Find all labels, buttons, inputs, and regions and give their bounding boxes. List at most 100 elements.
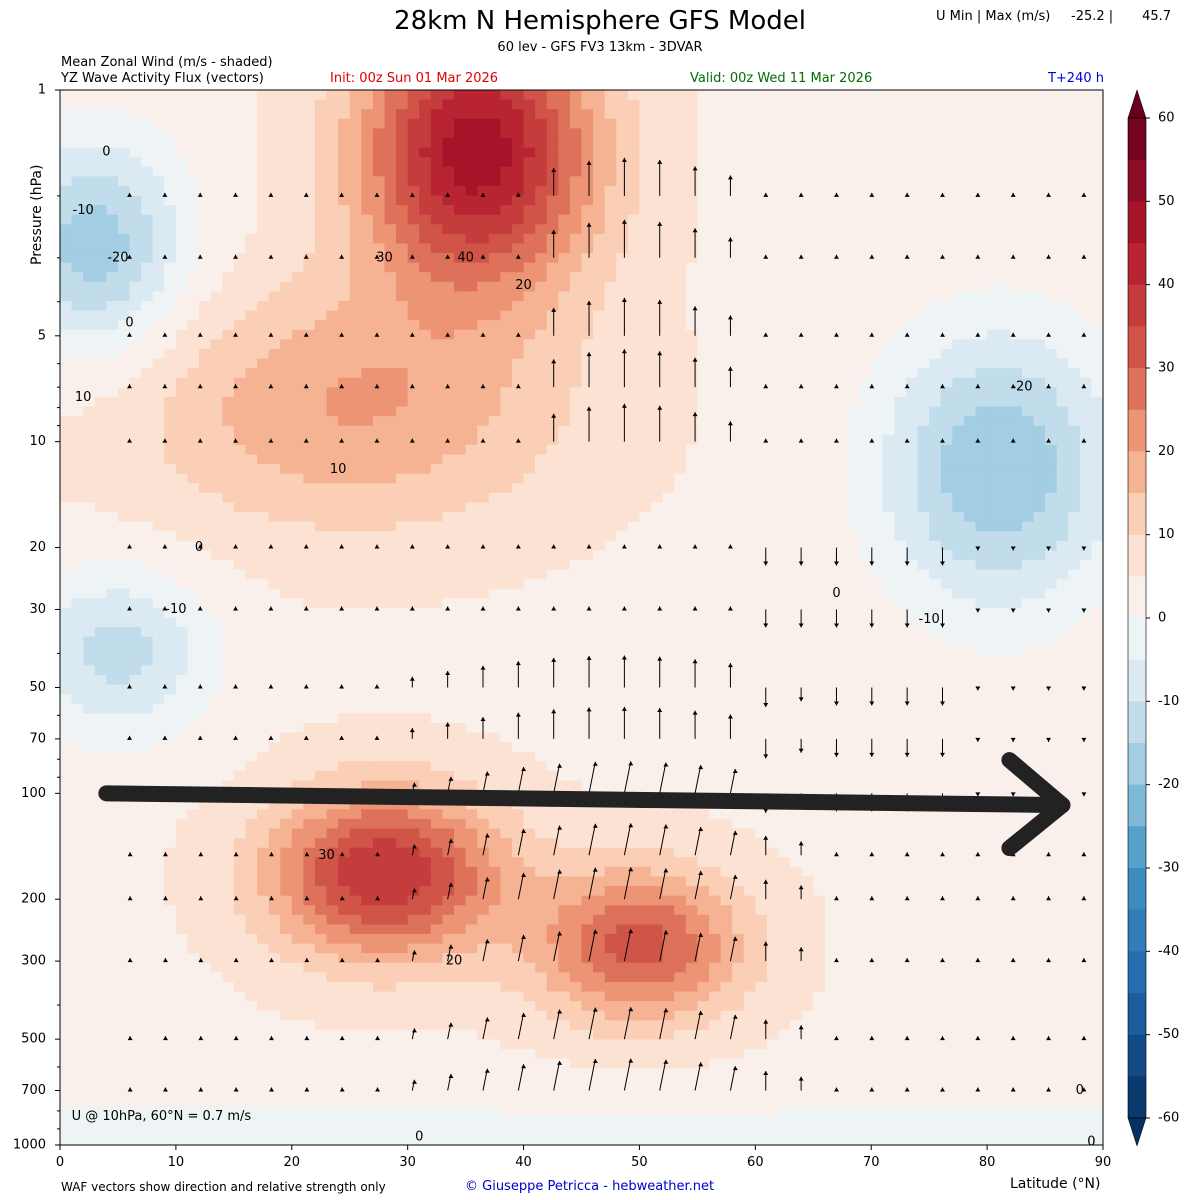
field-cell bbox=[581, 281, 594, 293]
field-cell bbox=[280, 1001, 293, 1012]
field-cell bbox=[245, 1106, 258, 1117]
field-cell bbox=[152, 847, 165, 858]
field-cell bbox=[349, 550, 362, 561]
field-cell bbox=[477, 492, 490, 504]
field-cell bbox=[558, 358, 571, 369]
field-cell bbox=[199, 723, 212, 734]
field-cell bbox=[314, 972, 328, 983]
field-cell bbox=[477, 1029, 490, 1041]
field-cell bbox=[558, 550, 571, 561]
field-cell bbox=[280, 483, 293, 494]
field-cell bbox=[71, 866, 84, 878]
field-cell bbox=[94, 214, 107, 225]
field-cell bbox=[117, 512, 131, 523]
field-cell bbox=[477, 914, 490, 926]
field-cell bbox=[245, 348, 258, 360]
field-cell bbox=[314, 224, 328, 235]
field-cell bbox=[419, 1029, 432, 1041]
field-cell bbox=[141, 962, 154, 973]
field-cell bbox=[129, 540, 142, 551]
field-cell bbox=[454, 109, 467, 120]
field-cell bbox=[268, 464, 281, 475]
field-cell bbox=[477, 281, 490, 293]
field-cell bbox=[141, 320, 154, 331]
field-cell bbox=[199, 253, 212, 264]
field-cell bbox=[338, 1116, 351, 1127]
field-cell bbox=[454, 540, 467, 551]
field-cell bbox=[500, 1106, 513, 1117]
field-cell bbox=[94, 1087, 107, 1098]
field-cell bbox=[210, 655, 223, 667]
field-cell bbox=[477, 828, 490, 839]
field-cell bbox=[465, 886, 478, 897]
field-cell bbox=[454, 329, 467, 340]
field-cell bbox=[303, 205, 316, 216]
field-cell bbox=[314, 185, 328, 197]
field-cell bbox=[477, 742, 490, 753]
field-cell bbox=[569, 416, 583, 427]
field-cell bbox=[477, 454, 490, 465]
field-cell bbox=[187, 185, 200, 197]
field-cell bbox=[372, 1077, 386, 1089]
field-cell bbox=[430, 90, 444, 101]
field-cell bbox=[245, 617, 258, 628]
field-cell bbox=[303, 780, 316, 791]
field-cell bbox=[546, 128, 559, 139]
field-cell bbox=[303, 828, 316, 839]
field-cell bbox=[210, 934, 223, 945]
field-cell bbox=[326, 1068, 339, 1079]
field-cell bbox=[500, 655, 513, 667]
field-cell bbox=[268, 1125, 281, 1137]
field-cell bbox=[430, 627, 444, 638]
field-cell bbox=[60, 540, 73, 551]
field-cell bbox=[546, 195, 559, 206]
field-cell bbox=[117, 962, 131, 973]
field-cell bbox=[245, 464, 258, 475]
field-cell bbox=[291, 732, 304, 743]
field-cell bbox=[535, 694, 548, 705]
field-cell bbox=[291, 90, 304, 101]
field-cell bbox=[454, 1068, 467, 1079]
field-cell bbox=[141, 1001, 154, 1012]
field-cell bbox=[430, 464, 444, 475]
field-cell bbox=[106, 665, 119, 676]
field-cell bbox=[71, 943, 84, 954]
field-cell bbox=[117, 1077, 131, 1089]
field-cell bbox=[303, 838, 316, 849]
field-cell bbox=[477, 387, 490, 398]
field-cell bbox=[488, 483, 501, 494]
field-cell bbox=[106, 512, 119, 523]
field-cell bbox=[454, 195, 467, 206]
field-cell bbox=[291, 377, 304, 388]
field-cell bbox=[338, 483, 351, 494]
field-cell bbox=[314, 416, 328, 427]
field-cell bbox=[396, 761, 409, 772]
field-cell bbox=[546, 559, 559, 571]
field-cell bbox=[71, 387, 84, 398]
field-cell bbox=[117, 905, 131, 916]
field-cell bbox=[558, 857, 571, 868]
field-cell bbox=[164, 934, 177, 945]
field-cell bbox=[488, 540, 501, 551]
field-cell bbox=[106, 914, 119, 926]
field-cell bbox=[488, 981, 501, 993]
field-cell bbox=[407, 521, 420, 532]
field-cell bbox=[152, 377, 165, 388]
field-cell bbox=[523, 1077, 536, 1089]
field-cell bbox=[129, 895, 142, 906]
field-cell bbox=[199, 205, 212, 216]
field-cell bbox=[384, 454, 397, 465]
field-cell bbox=[268, 847, 281, 858]
field-cell bbox=[280, 512, 293, 523]
field-cell bbox=[361, 185, 374, 197]
field-cell bbox=[396, 627, 409, 638]
field-cell bbox=[152, 416, 165, 427]
field-cell bbox=[535, 473, 548, 484]
field-cell bbox=[141, 569, 154, 580]
field-cell bbox=[164, 895, 177, 906]
field-cell bbox=[314, 454, 328, 465]
field-cell bbox=[94, 368, 107, 379]
field-cell bbox=[430, 655, 444, 667]
field-cell bbox=[257, 646, 270, 657]
field-cell bbox=[257, 579, 270, 590]
